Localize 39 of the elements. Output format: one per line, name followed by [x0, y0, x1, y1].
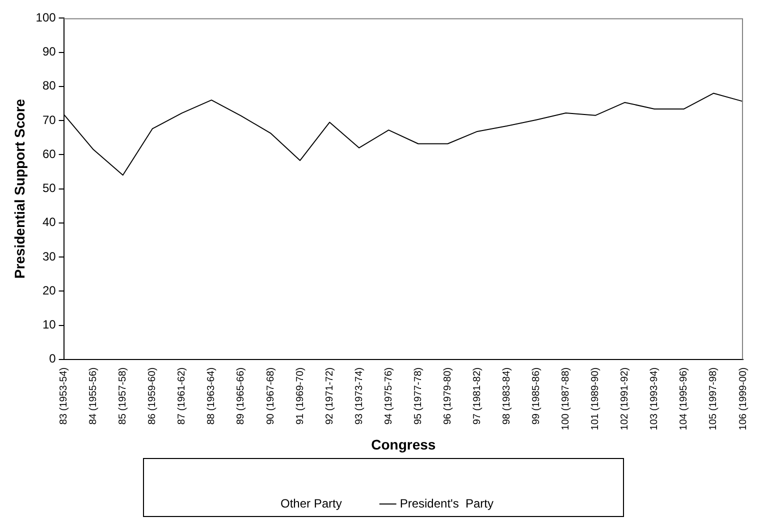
x-tick-label: 103 (1993-94)	[649, 367, 660, 430]
x-tick-label: 83 (1953-54)	[58, 367, 70, 425]
y-tick-label: 30	[42, 249, 56, 264]
legend-label: President's Party	[400, 496, 494, 510]
x-tick-label: 106 (1999-00)	[738, 367, 749, 430]
x-tick-label: 105 (1997-98)	[708, 367, 720, 430]
x-tick-label: 97 (1981-82)	[472, 367, 483, 425]
x-tick-label: 88 (1963-64)	[206, 367, 218, 425]
x-axis-title: Congress	[371, 436, 436, 452]
y-tick-label: 60	[42, 146, 56, 161]
x-tick-label: 98 (1983-84)	[502, 367, 513, 425]
x-tick-label: 99 (1985-86)	[531, 367, 542, 425]
y-tick-label: 40	[42, 215, 56, 230]
x-tick-label: 102 (1991-92)	[620, 367, 631, 430]
x-tick-label: 85 (1957-58)	[118, 367, 129, 425]
x-tick-label: 92 (1971-72)	[324, 367, 336, 425]
y-axis-title: Presidential Support Score	[11, 98, 28, 279]
x-tick-label: 104 (1995-96)	[678, 367, 690, 430]
y-tick-label: 0	[49, 352, 56, 366]
y-tick-label: 100	[36, 10, 56, 25]
y-tick-label: 70	[42, 112, 56, 127]
y-tick-label: 80	[42, 78, 56, 93]
y-tick-label: 20	[42, 283, 56, 298]
x-tick-label: 94 (1975-76)	[383, 367, 394, 425]
x-tick-label: 86 (1959-60)	[147, 367, 158, 425]
x-tick-label: 91 (1969-70)	[294, 367, 306, 425]
x-tick-label: 89 (1965-66)	[236, 367, 247, 425]
x-tick-label: 87 (1961-62)	[176, 367, 188, 425]
y-tick-label: 90	[42, 44, 56, 59]
x-tick-label: 95 (1977-78)	[412, 367, 424, 425]
x-tick-label: 90 (1967-68)	[265, 367, 276, 425]
x-tick-label: 93 (1973-74)	[354, 367, 365, 425]
x-tick-label: 84 (1955-56)	[88, 367, 100, 425]
x-tick-label: 96 (1979-80)	[442, 367, 454, 425]
text: Other Party	[280, 496, 342, 510]
x-tick-label: 100 (1987-88)	[560, 367, 572, 430]
y-tick-label: 10	[42, 318, 56, 332]
x-tick-label: 101 (1989-90)	[590, 367, 602, 430]
y-tick-label: 50	[42, 181, 56, 196]
